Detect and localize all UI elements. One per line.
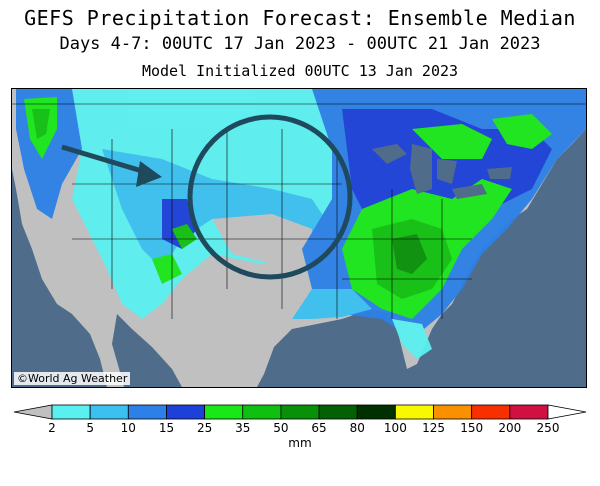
legend-swatch — [204, 404, 244, 420]
legend-tick-label: 25 — [196, 421, 213, 435]
legend-tick-label: 5 — [86, 421, 94, 435]
legend-tick-label: 150 — [460, 421, 484, 435]
legend-tick-label: 15 — [158, 421, 175, 435]
legend-swatch — [127, 404, 167, 420]
legend-swatch — [318, 404, 358, 420]
legend-above-arrow — [547, 404, 587, 420]
legend-below-arrow — [13, 404, 53, 420]
legend-unit: mm — [288, 436, 312, 450]
annotation-arrow — [61, 144, 162, 187]
legend-tick-label: 250 — [536, 421, 560, 435]
precipitation-map: ©World Ag Weather — [11, 88, 587, 388]
legend-tick-label: 125 — [422, 421, 445, 435]
legend-tick-label: 65 — [311, 421, 327, 435]
legend-swatch — [394, 404, 434, 420]
legend-swatch — [356, 404, 396, 420]
legend-swatch — [471, 404, 511, 420]
forecast-period: Days 4-7: 00UTC 17 Jan 2023 - 00UTC 21 J… — [59, 34, 541, 54]
annotation-circle — [187, 114, 353, 280]
legend-tick-label: 35 — [235, 421, 251, 435]
legend-swatch — [89, 404, 129, 420]
great-lakes — [372, 144, 512, 199]
legend-swatch — [280, 404, 320, 420]
legend-swatch — [433, 404, 473, 420]
model-init-time: Model Initialized 00UTC 13 Jan 2023 — [141, 62, 459, 80]
legend-tick-label: 2 — [48, 421, 56, 435]
legend-tick-label: 100 — [383, 421, 407, 435]
legend-swatch — [166, 404, 206, 420]
legend-swatch — [509, 404, 549, 420]
map-graphic — [12, 89, 586, 387]
legend-swatch — [242, 404, 282, 420]
credit-label: ©World Ag Weather — [14, 372, 131, 385]
legend-tick-label: 10 — [120, 421, 136, 435]
map-title: GEFS Precipitation Forecast: Ensemble Me… — [24, 6, 576, 30]
legend-tick-label: 80 — [349, 421, 365, 435]
state-borders — [12, 103, 586, 319]
color-scale-legend — [13, 404, 587, 420]
legend-tick-label: 200 — [498, 421, 522, 435]
legend-tick-label: 50 — [273, 421, 289, 435]
legend-swatch — [51, 404, 91, 420]
